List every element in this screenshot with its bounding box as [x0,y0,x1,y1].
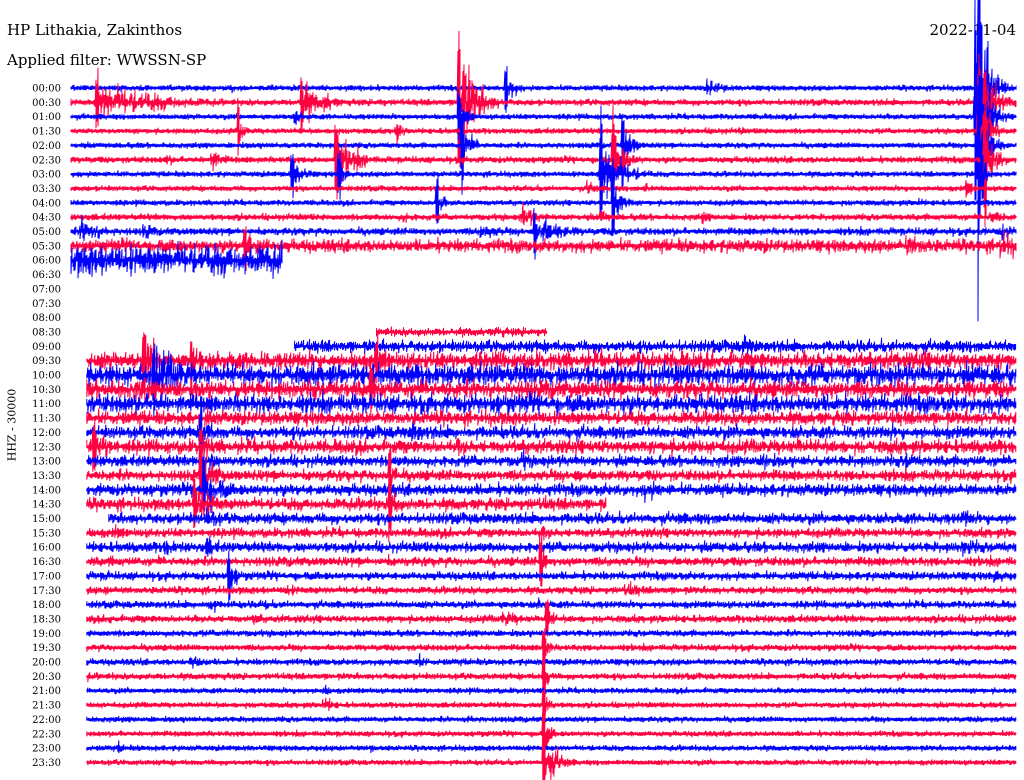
row-label-1630: 16:30 [32,557,61,568]
row-label-0300: 03:00 [32,170,61,181]
trace-1300 [86,440,1017,482]
trace-1930 [86,628,1017,680]
date-label: 2022-11-04 [929,21,1016,39]
trace-1130 [86,406,1017,428]
row-label-2330: 23:30 [32,758,61,769]
row-label-0400: 04:00 [32,198,61,209]
row-label-1700: 17:00 [32,571,61,582]
row-label-0330: 03:30 [32,184,61,195]
row-label-2100: 21:00 [32,686,61,697]
filter-label: Applied filter: WWSSN-SP [7,51,207,69]
row-label-0030: 00:30 [32,98,61,109]
row-label-0600: 06:00 [32,256,61,267]
row-label-0800: 08:00 [32,313,61,324]
trace-1730 [86,581,1017,597]
row-label-1900: 19:00 [32,629,61,640]
row-label-1100: 11:00 [32,399,61,410]
row-label-0430: 04:30 [32,213,61,224]
row-label-2230: 22:30 [32,729,61,740]
row-label-1430: 14:30 [32,500,61,511]
row-label-0700: 07:00 [32,284,61,295]
row-label-0230: 02:30 [32,155,61,166]
trace-1330 [86,440,1017,515]
trace-0230 [70,100,1017,227]
row-label-1400: 14:00 [32,485,61,496]
row-label-1800: 18:00 [32,600,61,611]
row-label-0000: 00:00 [32,84,61,95]
row-label-2000: 20:00 [32,658,61,669]
row-label-1530: 15:30 [32,528,61,539]
trace-0430 [70,202,1017,227]
row-label-1730: 17:30 [32,586,61,597]
row-label-0500: 05:00 [32,227,61,238]
row-label-1300: 13:00 [32,457,61,468]
row-label-0900: 09:00 [32,342,61,353]
row-label-1200: 12:00 [32,428,61,439]
row-label-1930: 19:30 [32,643,61,654]
trace-2300 [86,740,1017,754]
trace-0900 [294,334,1017,355]
row-label-0830: 08:30 [32,327,61,338]
row-label-0100: 01:00 [32,112,61,123]
trace-0200 [70,74,1017,238]
row-label-0930: 09:30 [32,356,61,367]
station-title: HP Lithakia, Zakinthos [7,21,183,39]
trace-1500 [108,507,1017,527]
row-label-1600: 16:00 [32,543,61,554]
row-label-1330: 13:30 [32,471,61,482]
row-label-1230: 12:30 [32,442,61,453]
row-label-1500: 15:00 [32,514,61,525]
trace-0600 [70,239,283,279]
row-label-2130: 21:30 [32,701,61,712]
row-label-1000: 10:00 [32,371,61,382]
row-label-0130: 01:30 [32,127,61,138]
row-label-0530: 05:30 [32,241,61,252]
row-label-1830: 18:30 [32,614,61,625]
trace-1000 [86,343,1017,421]
row-label-1030: 10:30 [32,385,61,396]
row-label-0630: 06:30 [32,270,61,281]
row-label-2200: 22:00 [32,715,61,726]
row-label-2030: 20:30 [32,672,61,683]
row-label-0200: 02:00 [32,141,61,152]
row-label-1130: 11:30 [32,414,61,425]
trace-2000 [86,652,1017,669]
row-label-2300: 23:00 [32,744,61,755]
row-label-0730: 07:30 [32,299,61,310]
trace-1030 [86,363,1017,420]
